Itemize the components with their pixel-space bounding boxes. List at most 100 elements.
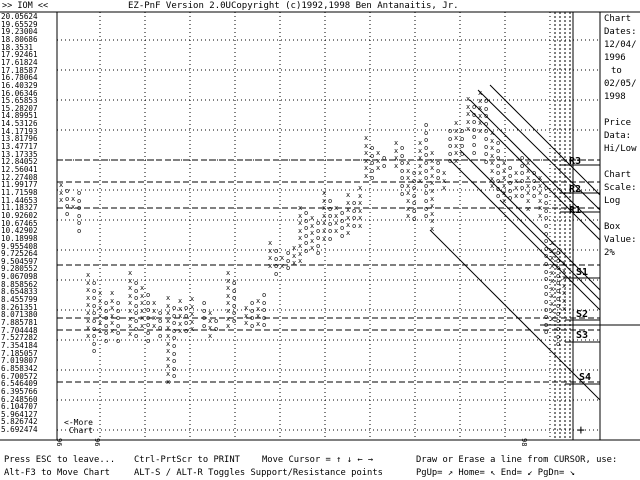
pnf-box: o [424, 204, 429, 213]
pnf-box: x [140, 314, 145, 323]
pnf-box: o [134, 286, 139, 295]
pnf-box: x [406, 212, 411, 221]
pnf-box: o [556, 309, 561, 318]
pnf-box: o [92, 332, 97, 341]
pnf-box: o [508, 194, 513, 203]
pnf-box: x [478, 96, 483, 105]
pnf-box: x [358, 214, 363, 223]
pnf-box: x [490, 174, 495, 183]
chart-scale-label: Chart [604, 170, 632, 180]
trend-line [477, 89, 601, 211]
pnf-box: o [274, 247, 279, 255]
pnf-box: x [514, 169, 519, 177]
pnf-box: o [352, 206, 357, 215]
pnf-box: x [166, 309, 171, 318]
price-axis-label: 6.395766 [1, 386, 38, 396]
trend-line [469, 109, 601, 241]
pnf-box: x [502, 166, 507, 175]
pnf-box: x [322, 234, 327, 243]
support-s4-label[interactable]: S4 [579, 372, 592, 383]
instrument-nav[interactable]: >> IOM << [2, 1, 49, 11]
pnf-box: x [376, 149, 381, 157]
pnf-box: o [556, 279, 561, 288]
pnf-box: o [544, 305, 549, 314]
support-s2-label[interactable]: S2 [576, 309, 589, 320]
pnf-box: x [430, 217, 435, 226]
pnf-box: o [400, 166, 405, 175]
pnf-box: o [202, 314, 207, 323]
pnf-box: x [298, 204, 303, 212]
pnf-box: x [298, 211, 303, 220]
toggle-sr-hint: ALT-S / ALT-R Toggles Support/Resistance… [134, 468, 383, 478]
pnf-box: o [556, 340, 561, 349]
pnf-box: x [292, 259, 297, 268]
pnf-box: x [110, 327, 115, 335]
pnf-box: o [436, 166, 441, 175]
pnf-box: x [98, 296, 103, 305]
cursor-crosshair[interactable]: + [577, 423, 585, 438]
resistance-r1-label[interactable]: R1 [569, 205, 582, 216]
price-axis-label: 10.92602 [1, 210, 38, 220]
pnf-box: o [400, 174, 405, 183]
pnf-box: x [454, 141, 459, 150]
pnf-box: o [77, 196, 82, 205]
pnf-box: x [346, 213, 351, 222]
pnf-box: x [526, 197, 531, 205]
pnf-box: x [128, 329, 133, 338]
chart-scale-label-2: Scale: [604, 183, 637, 193]
support-s3-label[interactable]: S3 [576, 330, 589, 341]
pnf-box: x [478, 119, 483, 128]
resistance-r3-label[interactable]: R3 [569, 156, 582, 167]
pnf-box: x [538, 189, 543, 198]
pnf-box: x [280, 254, 285, 262]
pnf-box: o [424, 121, 429, 129]
price-axis-label: 5.692474 [1, 425, 38, 435]
pnf-box: x [190, 302, 195, 311]
support-s1-label[interactable]: S1 [576, 267, 589, 278]
pnf-box: x [490, 136, 495, 145]
pnf-box: x [98, 319, 103, 328]
pnf-box: o [134, 279, 139, 287]
pnf-box: x [358, 222, 363, 230]
pnf-box: x [140, 291, 145, 300]
pnf-box: o [116, 321, 121, 330]
pnf-box: x [334, 211, 339, 220]
pnf-box: o [146, 306, 151, 315]
pnf-box: o [556, 264, 561, 273]
pnf-box: x [256, 304, 261, 313]
pnf-box: x [550, 277, 555, 285]
price-axis-label: 14.17193 [1, 126, 38, 136]
pnf-box: x [140, 299, 145, 308]
pnf-box: x [346, 191, 351, 199]
price-axis-label: 12.27408 [1, 172, 38, 182]
pnf-box: o [544, 191, 549, 200]
pnf-box: o [370, 174, 375, 183]
pnf-box: o [316, 219, 321, 227]
pnf-box: o [424, 166, 429, 175]
pnf-box: o [116, 306, 121, 315]
pnf-box: x [526, 204, 531, 213]
pnf-box: x [166, 362, 171, 371]
pnf-box: x [442, 176, 447, 185]
pnf-box: x [71, 202, 76, 211]
resistance-r2-label[interactable]: R2 [569, 184, 582, 195]
pnf-box: x [98, 289, 103, 297]
pnf-box: o [520, 169, 525, 178]
pnf-box: o [448, 157, 453, 166]
more-chart-button[interactable]: <-More Chart [64, 418, 93, 435]
pnf-box: o [412, 176, 417, 185]
pnf-box: o [158, 316, 163, 325]
pnf-box: x [526, 189, 531, 198]
pnf-box: x [490, 182, 495, 191]
pnf-box: o [262, 321, 267, 330]
price-axis-label: 11.18327 [1, 203, 38, 213]
pnf-box: x [538, 181, 543, 190]
pnf-box: o [328, 204, 333, 213]
pnf-box: x [538, 212, 543, 220]
print-hint: Ctrl-PrtScr to PRINT [134, 455, 240, 465]
pnf-box: o [158, 324, 163, 333]
pnf-box: o [370, 159, 375, 168]
pnf-box: x [466, 110, 471, 119]
pnf-box: o [460, 142, 465, 151]
